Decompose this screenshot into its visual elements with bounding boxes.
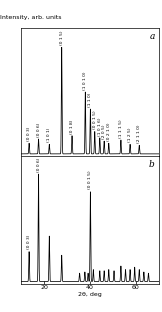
Text: (0 0 3): (0 0 3): [27, 127, 31, 141]
Text: (0 0 3): (0 0 3): [27, 235, 31, 249]
Text: (1 0 1 0): (1 0 1 0): [83, 71, 87, 90]
Text: (1 0 1): (1 0 1): [47, 128, 51, 142]
Text: (1 2 5): (1 2 5): [128, 128, 132, 142]
Text: (2 1 1 0): (2 1 1 0): [137, 125, 141, 143]
Text: (0 1 5): (0 1 5): [60, 31, 64, 45]
Text: b: b: [149, 160, 155, 169]
Text: (0 0 1 5): (0 0 1 5): [93, 111, 97, 129]
Text: (2 0 5): (2 0 5): [102, 124, 106, 139]
Text: (0 1 8): (0 1 8): [70, 119, 74, 134]
Text: a: a: [149, 32, 155, 41]
Text: (1 0 1 6): (1 0 1 6): [98, 117, 102, 136]
Text: Intensity, arb. units: Intensity, arb. units: [0, 15, 62, 20]
Text: (0 0 1 5): (0 0 1 5): [88, 171, 92, 189]
Text: (0 0 6): (0 0 6): [36, 157, 40, 172]
Text: (0 0 6): (0 0 6): [36, 122, 40, 137]
Text: (1 1 1 5): (1 1 1 5): [119, 119, 123, 138]
Text: (1 1 0): (1 1 0): [88, 93, 92, 107]
Text: (0 2 1 0): (0 2 1 0): [107, 123, 111, 141]
X-axis label: 2θ, deg: 2θ, deg: [78, 292, 102, 297]
